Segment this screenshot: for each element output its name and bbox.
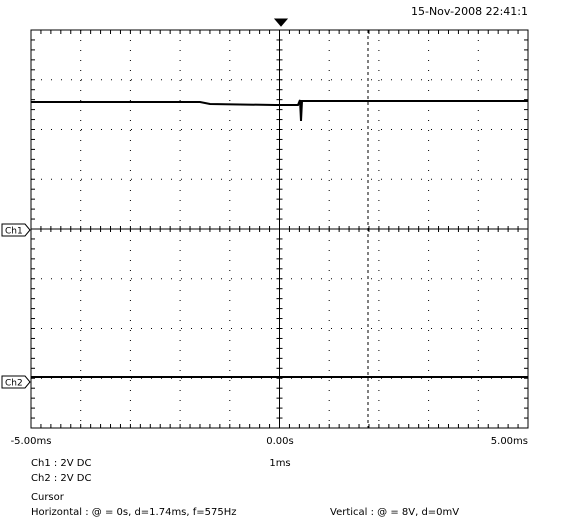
ch1-trace [31,99,528,122]
ch2-setting: Ch2 : 2V DC [31,473,91,484]
timestamp: 15-Nov-2008 22:41:1 [411,5,528,18]
graticule [30,29,529,429]
ch1-marker-label: Ch1 [5,227,23,237]
cursor-vertical: Vertical : @ = 8V, d=0mV [330,507,459,518]
ch2-marker-label: Ch2 [5,379,23,389]
ch1-setting: Ch1 : 2V DC [31,458,91,469]
time-right: 5.00ms [491,436,528,447]
ch1-marker [1,223,31,237]
time-left: -5.00ms [11,436,52,447]
plot-frame [30,29,529,429]
cursor-title: Cursor [31,492,65,503]
timebase: 1ms [269,458,290,469]
trigger-marker [273,18,289,27]
cursor-horizontal: Horizontal : @ = 0s, d=1.74ms, f=575Hz [31,507,237,518]
time-center: 0.00s [266,436,293,447]
ch2-marker [1,375,31,389]
